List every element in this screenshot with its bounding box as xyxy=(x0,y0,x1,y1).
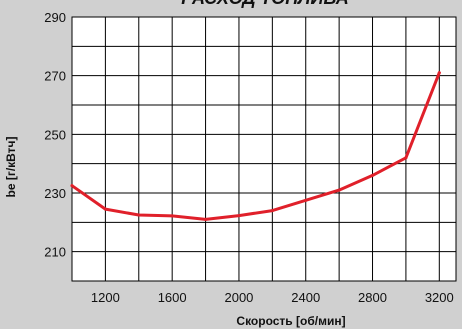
data-point xyxy=(137,213,141,217)
tick-labels: 1200 1600 2000 2400 2800 3200 210 230 250 270 290 xyxy=(44,10,453,305)
data-point xyxy=(304,198,308,202)
y-tick-label: 290 xyxy=(44,10,66,25)
x-tick-label: 2800 xyxy=(358,290,387,305)
y-tick-label: 270 xyxy=(44,69,66,84)
data-point xyxy=(371,173,375,177)
y-axis-title: be [г/кВтч] xyxy=(4,136,18,197)
data-point xyxy=(337,188,341,192)
fuel-consumption-line xyxy=(70,71,441,221)
data-point xyxy=(204,217,208,221)
chart-title: РАСХОД ТОПЛИВА xyxy=(181,0,349,8)
x-tick-label: 2400 xyxy=(291,290,320,305)
x-tick-label: 1600 xyxy=(158,290,187,305)
grid xyxy=(71,16,456,282)
y-tick-label: 210 xyxy=(44,245,66,260)
plot-background xyxy=(71,16,457,282)
data-point xyxy=(404,156,408,160)
data-point xyxy=(437,71,441,75)
series xyxy=(70,71,441,221)
x-tick-label: 3200 xyxy=(425,290,454,305)
x-tick-label: 2000 xyxy=(224,290,253,305)
data-point xyxy=(270,209,274,213)
data-point xyxy=(70,184,74,188)
data-point xyxy=(170,214,174,218)
data-point xyxy=(103,207,107,211)
x-tick-label: 1200 xyxy=(91,290,120,305)
y-tick-label: 250 xyxy=(44,127,66,142)
data-point xyxy=(237,214,241,218)
x-axis-title: Скорость [об/мин] xyxy=(236,314,345,328)
y-tick-label: 230 xyxy=(44,186,66,201)
